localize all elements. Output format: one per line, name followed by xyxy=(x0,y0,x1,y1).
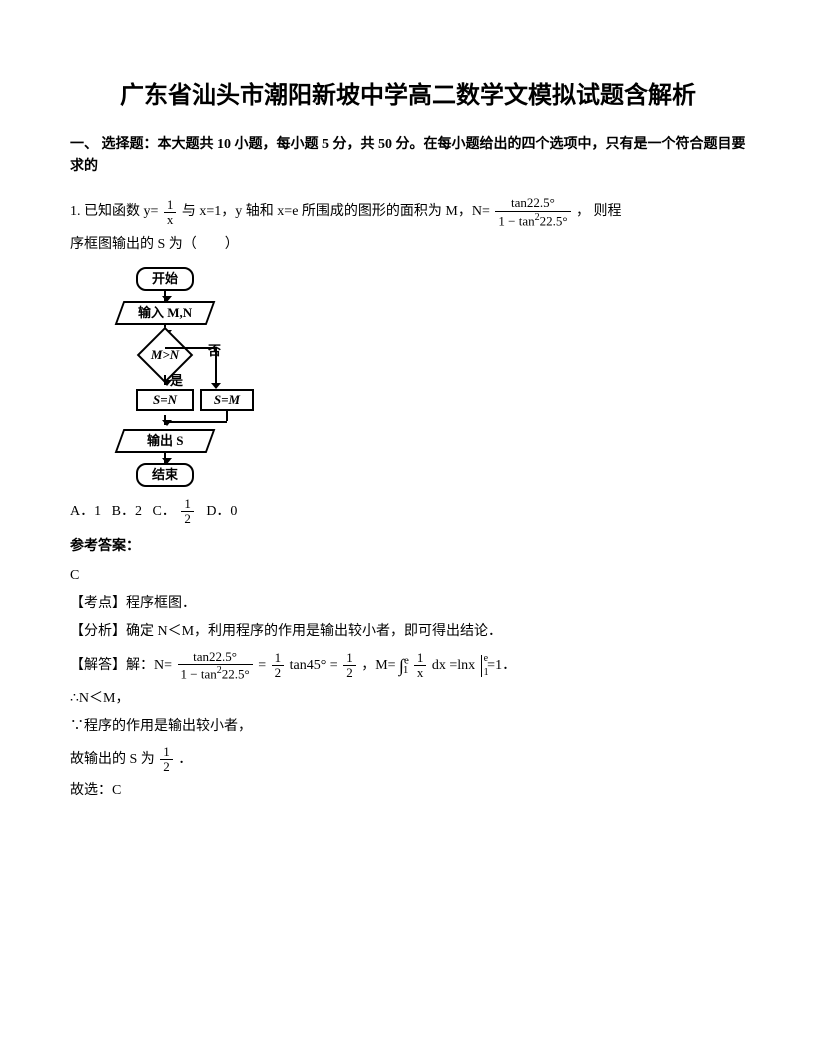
frac-num: 1 xyxy=(160,745,173,760)
q1-pre: 1. 已知函数 y= xyxy=(70,205,158,220)
frac-num: 1 xyxy=(414,651,427,666)
arrow-icon xyxy=(164,291,166,301)
frac-den: x xyxy=(164,213,177,227)
frac-den: 2 xyxy=(181,512,194,526)
jd-half1: 1 2 xyxy=(272,651,285,681)
int-lo: 1 xyxy=(403,664,409,676)
conclusion-1: ∴N＜M， xyxy=(70,688,746,710)
integral: ∫e1 1 x dx xyxy=(399,651,446,681)
den-pre: 1 − tan xyxy=(498,213,534,228)
question-1: 1. 已知函数 y= 1 x 与 x=1，y 轴和 x=e 所围成的图形的面积为… xyxy=(70,196,746,228)
jd-eq2: =lnx xyxy=(449,658,478,673)
options-row: A．1 B．2 C． 1 2 D．0 xyxy=(70,497,746,527)
conclusion-3: 故输出的 S 为 1 2 ． xyxy=(70,745,746,775)
flow-input-label: 输入 M,N xyxy=(138,303,192,323)
page-title: 广东省汕头市潮阳新坡中学高二数学文模拟试题含解析 xyxy=(70,80,746,114)
option-d: D．0 xyxy=(206,504,237,519)
jd-eq3: =1． xyxy=(487,658,516,673)
fenxi: 【分析】确定 N＜M，利用程序的作用是输出较小者，即可得出结论． xyxy=(70,621,746,643)
jd-eq1: = xyxy=(258,658,269,673)
option-b: B．2 xyxy=(112,504,142,519)
frac-tan: tan22.5° 1 − tan222.5° xyxy=(495,196,570,228)
frac-1-over-x: 1 x xyxy=(164,198,177,228)
flow-end: 结束 xyxy=(136,463,194,487)
flow-input: 输入 M,N xyxy=(115,301,216,325)
frac-num: tan22.5° xyxy=(178,650,253,665)
jieda: 【解答】解：N= tan22.5° 1 − tan222.5° = 1 2 ta… xyxy=(70,650,746,682)
flow-cond-label: M>N xyxy=(130,335,200,375)
question-1-line2: 序框图输出的 S 为（ ） xyxy=(70,234,746,256)
bar-lo: 1 xyxy=(484,665,489,681)
frac-num: 1 xyxy=(343,651,356,666)
eval-bar-icon: e 1 xyxy=(481,655,482,677)
option-c-pre: C． xyxy=(152,504,175,519)
int-dx: dx xyxy=(432,658,446,673)
frac-den: 2 xyxy=(272,666,285,680)
jd-pre: 【解答】解：N= xyxy=(70,658,172,673)
c3-pre: 故输出的 S 为 xyxy=(70,752,158,767)
frac-den: 1 − tan222.5° xyxy=(495,212,570,229)
c3-post: ． xyxy=(178,752,192,767)
flow-assign-right: S=M xyxy=(200,389,254,411)
arrow-icon xyxy=(164,415,166,425)
jd-mid1: tan45° = xyxy=(290,658,342,673)
flow-assign-row: S=N S=M xyxy=(70,389,260,415)
arrow-icon xyxy=(164,453,166,463)
flow-output: 输出 S xyxy=(115,429,216,453)
frac-den: 2 xyxy=(343,666,356,680)
arrow-icon xyxy=(164,375,166,385)
frac-num: 1 xyxy=(272,651,285,666)
flow-decision: M>N 否 xyxy=(130,335,200,375)
jd-frac1: tan22.5° 1 − tan222.5° xyxy=(178,650,253,682)
conclusion-2: ∵程序的作用是输出较小者， xyxy=(70,716,746,738)
q1-mid2: ， 则程 xyxy=(576,205,622,220)
frac-num: 1 xyxy=(181,497,194,512)
jd-mid2: ，M= xyxy=(361,658,399,673)
jd-half2: 1 2 xyxy=(343,651,356,681)
flow-assign-left: S=N xyxy=(136,389,194,411)
int-body: 1 x xyxy=(414,651,427,681)
option-c-frac: 1 2 xyxy=(181,497,194,527)
flowchart: 开始 输入 M,N M>N 否 是 S=N S=M 输出 S 结束 xyxy=(70,267,260,487)
conclusion-4: 故选：C xyxy=(70,780,746,802)
section-header: 一、 选择题：本大题共 10 小题，每小题 5 分，共 50 分。在每小题给出的… xyxy=(70,134,746,179)
answer-label: 参考答案： xyxy=(70,536,746,558)
frac-num: 1 xyxy=(164,198,177,213)
c3-frac: 1 2 xyxy=(160,745,173,775)
den-post: 22.5° xyxy=(222,666,250,681)
frac-num: tan22.5° xyxy=(495,196,570,211)
flow-output-label: 输出 S xyxy=(147,431,183,451)
frac-den: x xyxy=(414,666,427,680)
den-pre: 1 − tan xyxy=(181,666,217,681)
kaodian: 【考点】程序框图． xyxy=(70,593,746,615)
option-a: A．1 xyxy=(70,504,101,519)
frac-den: 2 xyxy=(160,760,173,774)
answer-letter: C xyxy=(70,565,746,587)
q1-mid1: 与 x=1，y 轴和 x=e 所围成的图形的面积为 M，N= xyxy=(182,205,490,220)
den-post: 22.5° xyxy=(540,213,568,228)
flow-start: 开始 xyxy=(136,267,194,291)
frac-den: 1 − tan222.5° xyxy=(178,665,253,682)
